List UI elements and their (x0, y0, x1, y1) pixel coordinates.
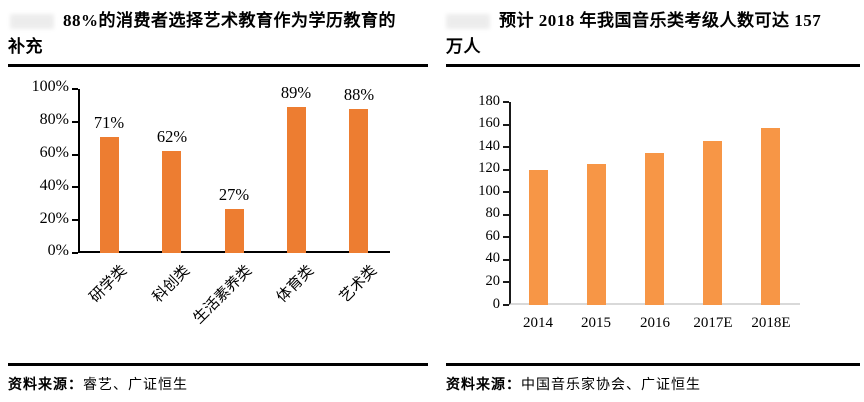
bar (587, 164, 606, 305)
right-chart-panel: 预计 2018 年我国音乐类考级人数可达 157 万人 0 20 40 60 80 100… (446, 2, 860, 394)
y-tick-label: 160 (478, 115, 500, 131)
bar-value-label: 27% (218, 185, 250, 204)
y-tick-label: 140 (478, 138, 500, 154)
right-chart-title-line1: 预计 2018 年我国音乐类考级人数可达 157 (499, 11, 822, 30)
x-category-label: 艺术类 (336, 262, 381, 306)
right-bar-chart: 0 20 40 60 80 100 120 140 160 180 2014 2015 2016 2017… (446, 67, 860, 366)
x-category-label: 体育类 (273, 262, 318, 306)
y-tick-mark (503, 304, 509, 306)
y-tick-mark (503, 169, 509, 171)
y-tick-label: 60 (485, 228, 501, 244)
left-chart-panel: 88%的消费者选择艺术教育作为学历教育的 补充 0% 20% 40% 60% 80% 10… (8, 2, 428, 394)
y-tick-mark (72, 252, 78, 254)
left-chart-title-line1: 88%的消费者选择艺术教育作为学历教育的 (63, 11, 396, 30)
y-tick-mark (72, 186, 78, 188)
bar-value-label: 62% (156, 127, 188, 146)
y-tick-mark (72, 219, 78, 221)
right-source-label: 资料来源： (446, 378, 521, 393)
faded-figure-label (10, 14, 54, 29)
y-tick-mark (503, 281, 509, 283)
y-tick-mark (503, 214, 509, 216)
y-tick-label: 80 (485, 205, 501, 221)
bar (162, 151, 181, 253)
left-chart-title: 88%的消费者选择艺术教育作为学历教育的 补充 (8, 2, 428, 67)
right-chart-title-line2: 万人 (446, 37, 481, 56)
bar (225, 209, 244, 253)
y-tick-label: 0% (47, 242, 69, 259)
left-bar-chart: 0% 20% 40% 60% 80% 100% 71% 研学类 62% 科创类 27% 生活素养类 89… (8, 67, 428, 366)
bar (703, 141, 722, 305)
y-tick-mark (72, 154, 78, 156)
x-category-label: 研学类 (86, 262, 131, 306)
y-tick-label: 20% (39, 210, 69, 227)
y-tick-mark (503, 236, 509, 238)
right-source-line: 资料来源：中国音乐家协会、广证恒生 (446, 366, 860, 394)
y-tick-label: 20 (485, 273, 501, 289)
bar (645, 153, 664, 305)
left-source-line: 资料来源：睿艺、广证恒生 (8, 366, 428, 394)
y-tick-label: 80% (39, 111, 69, 128)
left-source-label: 资料来源： (8, 378, 83, 393)
y-tick-label: 100 (478, 183, 500, 199)
y-tick-mark (503, 146, 509, 148)
y-tick-label: 100% (31, 78, 69, 95)
x-category-label: 2015 (581, 315, 611, 331)
y-tick-mark (503, 259, 509, 261)
y-tick-label: 120 (478, 160, 500, 176)
bar-value-label: 71% (93, 113, 125, 132)
x-category-label: 2016 (640, 315, 670, 331)
bar (100, 137, 119, 253)
bar-value-label: 88% (343, 85, 375, 104)
left-chart-title-line2: 补充 (8, 37, 43, 56)
y-tick-mark (503, 124, 509, 126)
right-source-text: 中国音乐家协会、广证恒生 (521, 378, 701, 393)
y-tick-label: 0 (492, 296, 500, 312)
x-category-label: 2018E (751, 315, 791, 331)
bar-value-label: 89% (280, 83, 312, 102)
y-tick-label: 180 (478, 93, 500, 109)
y-tick-mark (503, 191, 509, 193)
y-tick-label: 40% (39, 177, 69, 194)
y-tick-label: 60% (39, 144, 69, 161)
left-source-text: 睿艺、广证恒生 (83, 378, 188, 393)
faded-figure-label (446, 14, 490, 29)
bar (529, 170, 548, 305)
right-chart-title: 预计 2018 年我国音乐类考级人数可达 157 万人 (446, 2, 860, 67)
x-category-label: 2014 (523, 315, 553, 331)
bar (349, 109, 368, 253)
y-tick-mark (72, 121, 78, 123)
bar (761, 128, 780, 305)
bar (287, 107, 306, 253)
y-tick-label: 40 (485, 250, 501, 266)
y-tick-mark (72, 88, 78, 90)
x-category-label: 生活素养类 (190, 262, 256, 328)
x-category-label: 2017E (693, 315, 733, 331)
x-category-label: 科创类 (149, 262, 194, 306)
y-tick-mark (503, 101, 509, 103)
